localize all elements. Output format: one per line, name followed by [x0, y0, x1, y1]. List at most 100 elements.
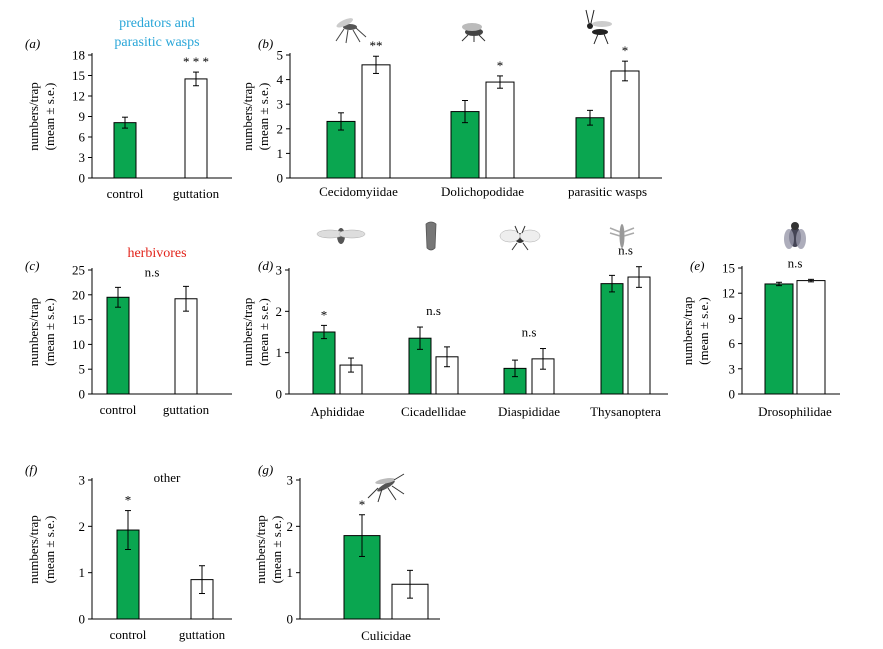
y-tick-label-c: 0: [79, 387, 86, 402]
y-axis-label-c: (mean ± s.e.): [42, 298, 57, 366]
y-tick-label-c: 25: [72, 263, 85, 278]
y-tick-label-b: 4: [277, 72, 284, 87]
y-tick-label-c: 20: [72, 287, 85, 302]
category-label-c: control: [100, 402, 137, 417]
signif-label-d: n.s: [618, 243, 633, 258]
y-axis-label-f: (mean ± s.e.): [42, 516, 57, 584]
category-label-d: Diaspididae: [498, 404, 560, 419]
panel-letter-d: (d): [258, 258, 273, 273]
bar-guttation-e: [796, 280, 826, 395]
chart-panel-d: 0 1 2 3 numbers/trap (mean ± s.e.) * Aphididae n…: [240, 243, 668, 419]
y-axis-label-f: numbers/trap: [26, 515, 41, 584]
y-tick-label-g: 2: [287, 519, 294, 534]
y-tick-label-c: 15: [72, 312, 85, 327]
chart-panel-f: 0 1 2 3 numbers/trap (mean ± s.e.) control gutt…: [26, 473, 232, 642]
signif-label-b: *: [622, 43, 629, 58]
y-tick-label-a: 9: [79, 109, 86, 124]
bar-guttation-b: [485, 81, 515, 179]
bar-control-e: [764, 283, 794, 395]
panel-letter-c: (c): [25, 258, 39, 273]
bar-control-d: [312, 331, 336, 395]
y-tick-label-g: 3: [287, 473, 294, 488]
armored-scale-icon: [499, 225, 541, 251]
aphid-icon: [316, 227, 366, 245]
category-label-d: Thysanoptera: [590, 404, 661, 419]
y-tick-label-b: 3: [277, 97, 284, 112]
long-legged-fly-icon: [461, 22, 486, 43]
y-axis-label-a: (mean ± s.e.): [42, 83, 57, 151]
y-tick-label-e: 0: [729, 387, 736, 402]
heading-predators-line2: parasitic wasps: [114, 35, 199, 50]
y-tick-label-f: 2: [79, 519, 86, 534]
bar-control-a: [113, 122, 137, 179]
y-axis-label-a: numbers/trap: [26, 82, 41, 151]
panel-letter-b: (b): [258, 36, 273, 51]
chart-panel-c: 0 5 10 15 20 25 numbers/trap (mean ± s.e.) contr…: [26, 263, 232, 417]
y-tick-label-a: 15: [72, 68, 85, 83]
y-tick-label-g: 0: [287, 612, 294, 627]
y-axis-label-g: (mean ± s.e.): [269, 516, 284, 584]
category-label-c: guttation: [163, 402, 210, 417]
y-tick-label-b: 2: [277, 121, 284, 136]
signif-label-e: n.s: [788, 255, 803, 270]
category-label-a: guttation: [173, 186, 220, 201]
fruit-fly-icon: [784, 222, 806, 249]
y-axis-label-e: (mean ± s.e.): [696, 297, 711, 365]
mosquito-icon: [367, 473, 405, 503]
leafhopper-icon: [425, 221, 437, 251]
signif-label-c: n.s: [145, 264, 160, 279]
y-axis-label-e: numbers/trap: [680, 297, 695, 366]
y-tick-label-a: 0: [79, 171, 86, 186]
y-tick-label-d: 3: [276, 263, 283, 278]
bar-guttation-b: [610, 70, 640, 179]
category-label-b: Cecidomyiidae: [319, 184, 398, 199]
panel-letter-f: (f): [25, 462, 37, 477]
signif-label-d: *: [321, 307, 328, 322]
y-tick-label-d: 1: [276, 345, 283, 360]
bar-control-b: [575, 117, 605, 179]
bar-control-b: [326, 120, 356, 179]
y-tick-label-f: 1: [79, 565, 86, 580]
signif-label-d: n.s: [426, 303, 441, 318]
y-axis-label-b: (mean ± s.e.): [256, 83, 271, 151]
chart-panel-g: 0 1 2 3 numbers/trap (mean ± s.e.) * Culicidae: [253, 473, 440, 643]
signif-label-a: * * *: [183, 54, 209, 69]
bar-control-c: [106, 296, 130, 395]
signif-label-b: *: [497, 58, 504, 73]
y-tick-label-b: 0: [277, 171, 284, 186]
category-label-b: Dolichopodidae: [441, 184, 524, 199]
signif-label-f: *: [125, 493, 132, 508]
category-label-b: parasitic wasps: [568, 184, 647, 199]
chart-panel-e: 0 3 6 9 12 15 numbers/trap (mean ± s.e.) n.s Dros…: [680, 255, 840, 419]
y-tick-label-d: 2: [276, 304, 283, 319]
y-axis-label-g: numbers/trap: [253, 515, 268, 584]
y-axis-label-d: numbers/trap: [240, 298, 255, 367]
y-tick-label-g: 1: [287, 565, 294, 580]
y-tick-label-e: 6: [729, 336, 736, 351]
y-tick-label-a: 18: [72, 48, 85, 63]
bar-guttation-d: [627, 276, 651, 395]
y-tick-label-f: 3: [79, 473, 86, 488]
signif-label-b: **: [370, 38, 383, 53]
y-tick-label-c: 10: [72, 337, 85, 352]
gall-midge-icon: [334, 15, 367, 44]
parasitic-wasp-icon: [585, 9, 613, 45]
y-tick-label-e: 15: [722, 261, 735, 276]
y-tick-label-e: 9: [729, 311, 736, 326]
category-label-d: Aphididae: [310, 404, 364, 419]
signif-label-d: n.s: [522, 325, 537, 340]
y-tick-label-c: 5: [79, 362, 86, 377]
panel-letter-a: (a): [25, 36, 40, 51]
heading-other: other: [154, 470, 181, 485]
y-tick-label-a: 12: [72, 89, 85, 104]
y-tick-label-b: 5: [277, 48, 284, 63]
category-label-g: Culicidae: [361, 628, 411, 643]
y-tick-label-a: 3: [79, 150, 86, 165]
y-tick-label-d: 0: [276, 387, 283, 402]
category-label-f: guttation: [179, 627, 226, 642]
y-tick-label-f: 0: [79, 612, 86, 627]
bar-guttation-c: [174, 298, 198, 395]
y-axis-label-d: (mean ± s.e.): [256, 298, 271, 366]
